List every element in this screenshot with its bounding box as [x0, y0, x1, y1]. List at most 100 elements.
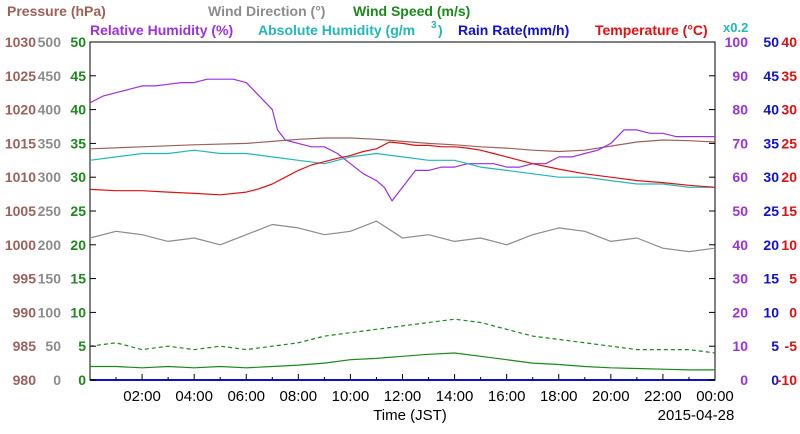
x-tick-label: 20:00 — [592, 388, 630, 405]
left-tick-wind-speed: 15 — [70, 271, 86, 287]
series-layer — [89, 78, 716, 381]
legend-ah-sup: 3 — [431, 20, 437, 31]
x-tick-label: 04:00 — [175, 388, 213, 405]
legend-wind-speed: Wind Speed (m/s) — [353, 3, 470, 19]
left-tick-pressure: 995 — [13, 271, 37, 287]
x-tick-label: 06:00 — [227, 388, 265, 405]
left-tick-wind-speed: 5 — [78, 338, 86, 354]
x-tick-label: 08:00 — [280, 388, 318, 405]
x-tick-label: 14:00 — [436, 388, 474, 405]
right-tick-temp: 35 — [781, 68, 797, 84]
legend-scale: x0.2 — [723, 20, 748, 35]
left-tick-pressure: 1005 — [5, 203, 36, 219]
left-tick-wind-dir: 250 — [38, 203, 62, 219]
x-tick-label: 16:00 — [488, 388, 526, 405]
right-tick-rain: 30 — [763, 169, 779, 185]
right-tick-rain: 0 — [771, 372, 779, 388]
series-line-wind-direction — [89, 220, 716, 253]
series-line-pressure-hpa — [89, 137, 716, 153]
left-tick-wind-dir: 350 — [38, 135, 62, 151]
x-tick-label: 12:00 — [384, 388, 422, 405]
left-tick-wind-dir: 200 — [38, 237, 62, 253]
right-tick-rh: 70 — [732, 135, 748, 151]
legend-ah: Absolute Humidity (g/m — [258, 22, 415, 38]
left-tick-pressure: 1020 — [5, 102, 36, 118]
right-tick-rh: 40 — [732, 237, 748, 253]
right-tick-temp: -10 — [777, 372, 797, 388]
x-tick-label: 02:00 — [123, 388, 161, 405]
left-tick-wind-dir: 400 — [38, 102, 62, 118]
right-tick-rain: 20 — [763, 237, 779, 253]
right-tick-temp: 15 — [781, 203, 797, 219]
x-axis-label: Time (JST) — [373, 407, 447, 424]
right-tick-rh: 60 — [732, 169, 748, 185]
left-tick-pressure: 980 — [13, 372, 37, 388]
left-tick-pressure: 1015 — [5, 135, 36, 151]
left-tick-wind-speed: 25 — [70, 203, 86, 219]
left-tick-wind-dir: 150 — [38, 271, 62, 287]
left-tick-pressure: 1000 — [5, 237, 36, 253]
left-tick-pressure: 1010 — [5, 169, 36, 185]
x-tick-label: 22:00 — [644, 388, 682, 405]
right-tick-rain: 45 — [763, 68, 779, 84]
right-tick-rh: 10 — [732, 338, 748, 354]
legend-rain: Rain Rate(mm/h) — [458, 22, 569, 38]
plot-area-frame — [89, 41, 716, 381]
x-tick-label: 18:00 — [540, 388, 578, 405]
left-tick-pressure: 985 — [13, 338, 37, 354]
right-tick-rh: 50 — [732, 203, 748, 219]
legend-temp: Temperature (°C) — [595, 22, 708, 38]
right-tick-rain: 35 — [763, 135, 779, 151]
left-axes: 9809859909951000100510101015102010251030… — [5, 34, 96, 388]
legend-ah-close: ) — [438, 22, 443, 38]
right-tick-temp: 25 — [781, 135, 797, 151]
right-tick-rh: 100 — [725, 34, 749, 50]
left-tick-wind-speed: 10 — [70, 304, 86, 320]
x-tick-label: 10:00 — [332, 388, 370, 405]
x-axis: 02:00 04:00 06:00 08:00 10:00 12:00 14:00 16:00… — [115, 374, 734, 405]
left-tick-wind-dir: 300 — [38, 169, 62, 185]
series-line-wind-speed-mean-m-s — [90, 352, 715, 371]
right-tick-rain: 40 — [763, 102, 779, 118]
left-tick-wind-speed: 30 — [70, 169, 86, 185]
left-tick-wind-dir: 500 — [38, 34, 62, 50]
legend-rh: Relative Humidity (%) — [90, 22, 233, 38]
left-tick-wind-dir: 450 — [38, 68, 62, 84]
x-tick-label: 00:00 — [696, 388, 734, 405]
right-tick-temp: 0 — [789, 304, 797, 320]
left-tick-wind-speed: 20 — [70, 237, 86, 253]
legend: Pressure (hPa) Wind Direction (°) Wind Spe… — [7, 3, 748, 38]
right-tick-temp: 10 — [781, 237, 797, 253]
left-tick-wind-speed: 45 — [70, 68, 86, 84]
left-tick-pressure: 1030 — [5, 34, 36, 50]
right-tick-rain: 5 — [771, 338, 779, 354]
right-tick-rain: 15 — [763, 271, 779, 287]
left-tick-wind-speed: 0 — [78, 372, 86, 388]
right-tick-rain: 50 — [763, 34, 779, 50]
right-tick-temp: -5 — [785, 338, 798, 354]
right-axes: 0102030405060708090100051015202530354045… — [709, 34, 797, 388]
right-tick-temp: 40 — [781, 34, 797, 50]
left-tick-wind-dir: 50 — [45, 338, 61, 354]
left-tick-wind-dir: 100 — [38, 304, 62, 320]
left-tick-wind-speed: 50 — [70, 34, 86, 50]
right-tick-rain: 25 — [763, 203, 779, 219]
right-tick-rain: 10 — [763, 304, 779, 320]
legend-pressure: Pressure (hPa) — [7, 3, 106, 19]
left-tick-wind-dir: 0 — [53, 372, 61, 388]
date-label: 2015-04-28 — [658, 407, 735, 424]
series-line-temperature-c — [89, 141, 716, 196]
right-tick-rh: 30 — [732, 271, 748, 287]
left-tick-wind-speed: 35 — [70, 135, 86, 151]
left-tick-pressure: 990 — [13, 304, 37, 320]
series-line-wind-speed-gust-m-s — [89, 318, 716, 354]
left-tick-pressure: 1025 — [5, 68, 36, 84]
right-tick-temp: 20 — [781, 169, 797, 185]
right-tick-rh: 0 — [740, 372, 748, 388]
left-tick-wind-speed: 40 — [70, 102, 86, 118]
right-tick-rh: 20 — [732, 304, 748, 320]
right-tick-temp: 5 — [789, 271, 797, 287]
series-line-absolute-humidity — [89, 149, 715, 188]
series-line-relative-humidity — [89, 78, 715, 202]
